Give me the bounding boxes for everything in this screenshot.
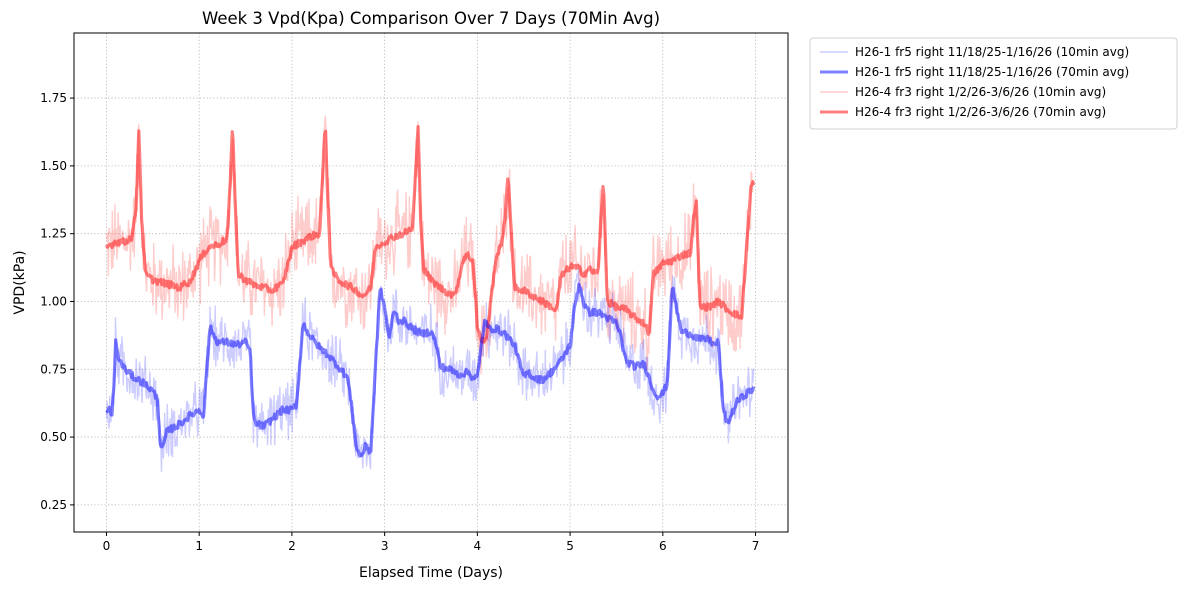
x-tick-label: 7 bbox=[752, 539, 760, 553]
legend-label: H26-4 fr3 right 1/2/26-3/6/26 (70min avg… bbox=[855, 105, 1106, 119]
x-tick-label: 3 bbox=[381, 539, 389, 553]
legend-box bbox=[809, 37, 1178, 130]
x-tick-label: 6 bbox=[659, 539, 667, 553]
legend-label: H26-1 fr5 right 11/18/25-1/16/26 (70min … bbox=[855, 65, 1129, 79]
chart-title: Week 3 Vpd(Kpa) Comparison Over 7 Days (… bbox=[202, 9, 660, 28]
legend-item: H26-4 fr3 right 1/2/26-3/6/26 (70min avg… bbox=[820, 105, 1106, 119]
x-tick-label: 1 bbox=[195, 539, 203, 553]
x-tick-label: 5 bbox=[566, 539, 574, 553]
y-tick-label: 1.50 bbox=[40, 159, 67, 173]
y-tick-label: 1.75 bbox=[40, 91, 67, 105]
grid bbox=[74, 33, 788, 532]
series-line-70min bbox=[105, 124, 756, 344]
series-line-10min bbox=[105, 268, 755, 473]
y-tick-label: 0.50 bbox=[40, 430, 67, 444]
x-axis-label: Elapsed Time (Days) bbox=[359, 565, 503, 581]
y-tick-label: 1.25 bbox=[40, 227, 67, 241]
y-tick-label: 0.75 bbox=[40, 362, 67, 376]
legend: H26-1 fr5 right 11/18/25-1/16/26 (10min … bbox=[809, 37, 1178, 130]
x-tick-label: 4 bbox=[474, 539, 482, 553]
axis-ticks: 0 1 2 3 4 5 6 7 0.25 0.50 0.75 1.00 1.25 1.50 1.75 bbox=[40, 91, 759, 553]
legend-item: H26-1 fr5 right 11/18/25-1/16/26 (70min … bbox=[820, 65, 1129, 79]
legend-item: H26-1 fr5 right 11/18/25-1/16/26 (10min … bbox=[820, 45, 1129, 59]
y-tick-label: 0.25 bbox=[40, 498, 67, 512]
legend-label: H26-4 fr3 right 1/2/26-3/6/26 (10min avg… bbox=[855, 85, 1106, 99]
series-line-70min bbox=[105, 282, 756, 458]
x-tick-label: 0 bbox=[103, 539, 111, 553]
legend-label: H26-1 fr5 right 11/18/25-1/16/26 (10min … bbox=[855, 45, 1129, 59]
plot-frame bbox=[73, 32, 789, 533]
x-tick-label: 2 bbox=[288, 539, 296, 553]
y-tick-label: 1.00 bbox=[40, 294, 67, 308]
y-axis-label: VPD(kPa) bbox=[12, 250, 28, 314]
legend-item: H26-4 fr3 right 1/2/26-3/6/26 (10min avg… bbox=[820, 85, 1106, 99]
plot-series bbox=[105, 115, 756, 473]
